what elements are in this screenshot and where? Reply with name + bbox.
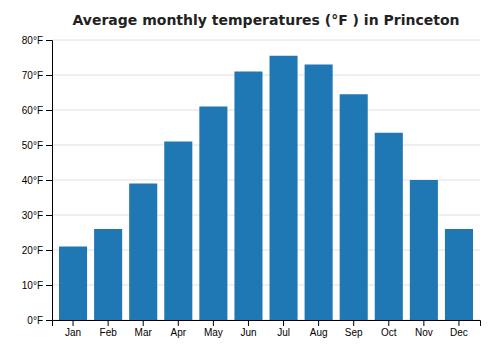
- x-tick: Apr: [171, 320, 187, 338]
- x-tick-label: Oct: [381, 327, 397, 338]
- x-tick-mark: [353, 320, 354, 326]
- grid-line: [52, 75, 480, 76]
- x-tick-label: May: [204, 327, 223, 338]
- x-tick-label: Apr: [171, 327, 187, 338]
- x-tick: Sep: [345, 320, 363, 338]
- x-tick: Mar: [135, 320, 153, 338]
- x-tick-label: Sep: [345, 327, 363, 338]
- y-tick-mark: [46, 215, 52, 216]
- bar: [94, 229, 122, 320]
- x-tick-label: Dec: [450, 327, 468, 338]
- grid-line: [52, 40, 480, 41]
- y-tick-mark: [46, 40, 52, 41]
- y-tick: 0°F: [27, 315, 52, 326]
- bar: [59, 247, 87, 321]
- x-tick-label: Aug: [310, 327, 328, 338]
- x-tick: Dec: [450, 320, 468, 338]
- x-tick-label: Jul: [277, 327, 290, 338]
- x-axis: Jan Feb Mar Apr May Jun Jul Aug Sep Oct Nov Dec: [53, 320, 481, 338]
- x-axis-line: [53, 321, 481, 327]
- y-tick-label: 60°F: [22, 105, 43, 116]
- x-tick-mark: [283, 320, 284, 326]
- x-tick-label: Nov: [415, 327, 433, 338]
- y-tick: 20°F: [22, 245, 52, 256]
- bar: [375, 133, 403, 320]
- x-tick: May: [204, 320, 223, 338]
- y-tick-mark: [46, 75, 52, 76]
- x-tick-label: Jun: [240, 327, 256, 338]
- bar: [410, 180, 438, 320]
- y-axis: 0°F 10°F 20°F 30°F 40°F 50°F 60°F 70°F 80°F: [22, 35, 53, 326]
- x-tick: Jul: [277, 320, 290, 338]
- x-tick-mark: [73, 320, 74, 326]
- bar: [234, 72, 262, 321]
- bar: [445, 229, 473, 320]
- y-tick-label: 0°F: [27, 315, 43, 326]
- y-tick-label: 80°F: [22, 35, 43, 46]
- x-tick-mark: [458, 320, 459, 326]
- bar: [199, 107, 227, 321]
- y-tick-mark: [46, 250, 52, 251]
- x-tick: Oct: [381, 320, 397, 338]
- x-tick-label: Feb: [100, 327, 118, 338]
- y-tick-mark: [46, 285, 52, 286]
- x-tick-mark: [143, 320, 144, 326]
- chart: 0°F 10°F 20°F 30°F 40°F 50°F 60°F 70°F 80°F Jan Fe…: [0, 0, 500, 350]
- y-tick-mark: [46, 320, 52, 321]
- y-tick-label: 50°F: [22, 140, 43, 151]
- y-tick-label: 40°F: [22, 175, 43, 186]
- y-tick: 60°F: [22, 105, 52, 116]
- y-tick-mark: [46, 145, 52, 146]
- x-tick: Nov: [415, 320, 433, 338]
- bar: [129, 184, 157, 321]
- x-tick-mark: [388, 320, 389, 326]
- x-tick-mark: [318, 320, 319, 326]
- title: Average monthly temperatures (°F ) in Pr…: [73, 12, 460, 28]
- x-tick-mark: [248, 320, 249, 326]
- y-tick-label: 70°F: [22, 70, 43, 81]
- y-tick-label: 30°F: [22, 210, 43, 221]
- x-tick-mark: [423, 320, 424, 326]
- bar: [164, 142, 192, 321]
- y-tick-mark: [46, 180, 52, 181]
- grid: [52, 40, 480, 320]
- grid-line: [52, 110, 480, 111]
- y-tick: 80°F: [22, 35, 52, 46]
- grid-line: [52, 145, 480, 146]
- y-tick: 50°F: [22, 140, 52, 151]
- x-tick-mark: [213, 320, 214, 326]
- y-tick-label: 10°F: [22, 280, 43, 291]
- x-tick: Jun: [240, 320, 256, 338]
- x-tick: Aug: [310, 320, 328, 338]
- y-tick: 70°F: [22, 70, 52, 81]
- bar: [340, 94, 368, 320]
- x-tick: Jan: [65, 320, 81, 338]
- bar: [305, 65, 333, 321]
- plot-area: [59, 56, 473, 320]
- x-tick-mark: [178, 320, 179, 326]
- y-tick-label: 20°F: [22, 245, 43, 256]
- x-tick-mark: [108, 320, 109, 326]
- y-tick: 10°F: [22, 280, 52, 291]
- x-tick: Feb: [100, 320, 118, 338]
- x-tick-label: Jan: [65, 327, 81, 338]
- y-tick: 40°F: [22, 175, 52, 186]
- y-axis-line: [46, 41, 53, 321]
- y-tick-mark: [46, 110, 52, 111]
- x-tick-label: Mar: [135, 327, 153, 338]
- y-tick: 30°F: [22, 210, 52, 221]
- bar: [270, 56, 298, 320]
